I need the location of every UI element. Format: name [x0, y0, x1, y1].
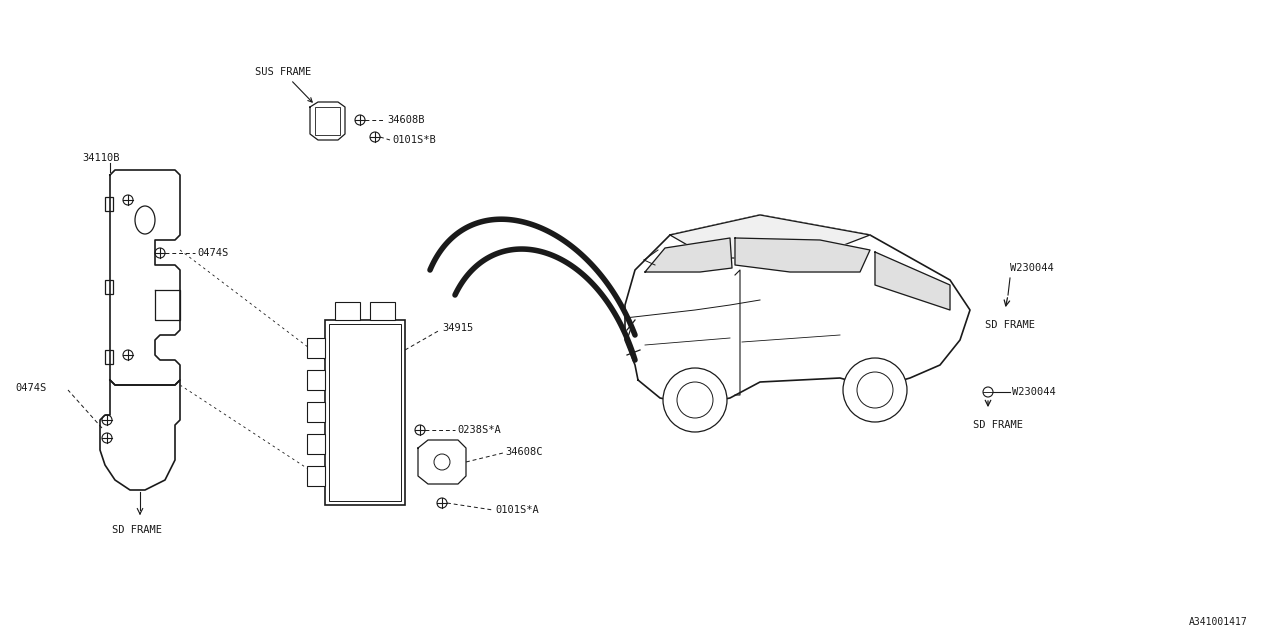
Bar: [105, 350, 113, 364]
Circle shape: [663, 368, 727, 432]
Text: 0474S: 0474S: [197, 248, 228, 258]
Text: A341001417: A341001417: [1189, 617, 1248, 627]
Polygon shape: [110, 170, 180, 385]
Bar: [307, 338, 325, 358]
Bar: [325, 320, 404, 505]
Polygon shape: [645, 238, 732, 272]
Bar: [307, 370, 325, 390]
Text: W230044: W230044: [1010, 263, 1053, 273]
Text: 0474S: 0474S: [15, 383, 46, 393]
Text: 0101S*B: 0101S*B: [392, 135, 435, 145]
Polygon shape: [419, 440, 466, 484]
Text: 34608C: 34608C: [506, 447, 543, 457]
Bar: [105, 197, 113, 211]
Text: SD FRAME: SD FRAME: [973, 420, 1023, 430]
Bar: [307, 434, 325, 454]
Text: SUS FRAME: SUS FRAME: [255, 67, 312, 102]
Text: 34608B: 34608B: [387, 115, 425, 125]
Polygon shape: [625, 215, 970, 405]
Text: W230044: W230044: [1012, 387, 1056, 397]
Polygon shape: [310, 102, 346, 140]
Bar: [105, 280, 113, 294]
Bar: [307, 466, 325, 486]
Bar: [329, 324, 401, 501]
Polygon shape: [735, 238, 870, 272]
Text: 34110B: 34110B: [82, 153, 119, 163]
Polygon shape: [669, 215, 870, 258]
Text: 34915: 34915: [442, 323, 474, 333]
Bar: [335, 302, 360, 320]
Bar: [315, 107, 340, 135]
Text: 0101S*A: 0101S*A: [495, 505, 539, 515]
Polygon shape: [876, 252, 950, 310]
Circle shape: [844, 358, 908, 422]
Text: 0238S*A: 0238S*A: [457, 425, 500, 435]
Text: SD FRAME: SD FRAME: [986, 320, 1036, 330]
Bar: [370, 302, 396, 320]
Bar: [307, 402, 325, 422]
Polygon shape: [100, 380, 180, 490]
Text: SD FRAME: SD FRAME: [113, 525, 163, 535]
